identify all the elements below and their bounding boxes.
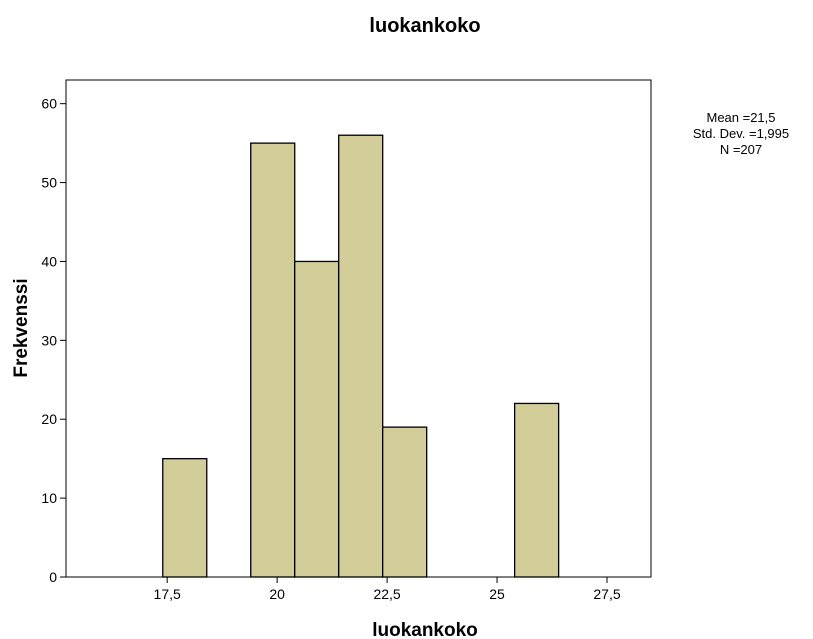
- y-axis-label: Frekvenssi: [11, 278, 32, 377]
- histogram-bar: [294, 260, 340, 578]
- y-tick-label: 0: [49, 569, 57, 585]
- y-tick-label: 20: [41, 411, 57, 427]
- y-tick-label: 50: [41, 175, 57, 191]
- y-tick-label: 10: [41, 490, 57, 506]
- bars-group: [162, 134, 560, 578]
- histogram-bar: [382, 426, 428, 578]
- x-tick-label: 22,5: [373, 586, 400, 602]
- chart-title: luokankoko: [369, 15, 480, 37]
- stat-std-dev: Std. Dev. =1,995: [693, 126, 789, 141]
- x-axis-label: luokankoko: [372, 620, 478, 639]
- histogram-bar: [513, 402, 560, 578]
- x-tick-label: 25: [489, 586, 505, 602]
- y-tick-label: 60: [41, 96, 57, 112]
- x-tick-label: 17,5: [154, 586, 181, 602]
- x-tick-label: 20: [269, 586, 285, 602]
- x-axis: 17,5 20 22,5 25 27,5: [154, 577, 621, 602]
- stats-box: Mean =21,5 Std. Dev. =1,995 N =207: [693, 110, 789, 157]
- stat-n: N =207: [720, 142, 762, 157]
- stat-mean: Mean =21,5: [706, 110, 775, 125]
- histogram-bar: [250, 142, 296, 578]
- histogram-bar: [162, 458, 208, 578]
- y-axis: 0 10 20 30 40 50 60: [41, 96, 66, 585]
- x-tick-label: 27,5: [593, 586, 620, 602]
- y-tick-label: 40: [41, 253, 57, 269]
- y-tick-label: 30: [41, 332, 57, 348]
- histogram-bar: [338, 134, 384, 578]
